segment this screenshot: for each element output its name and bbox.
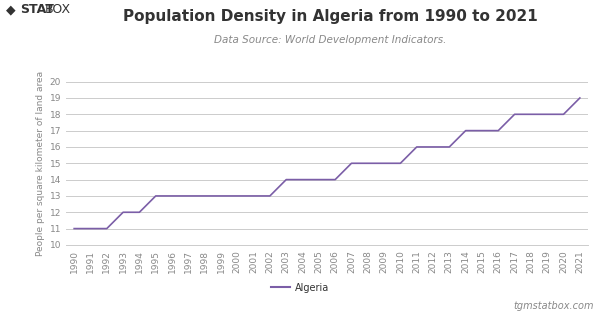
Text: ◆: ◆ xyxy=(6,3,16,16)
Text: BOX: BOX xyxy=(45,3,71,16)
Text: Data Source: World Development Indicators.: Data Source: World Development Indicator… xyxy=(214,35,446,45)
Text: tgmstatbox.com: tgmstatbox.com xyxy=(514,301,594,311)
Y-axis label: People per square kilometer of land area: People per square kilometer of land area xyxy=(37,71,46,256)
Text: STAT: STAT xyxy=(20,3,53,16)
Text: Population Density in Algeria from 1990 to 2021: Population Density in Algeria from 1990 … xyxy=(122,9,538,24)
Legend: Algeria: Algeria xyxy=(267,279,333,297)
